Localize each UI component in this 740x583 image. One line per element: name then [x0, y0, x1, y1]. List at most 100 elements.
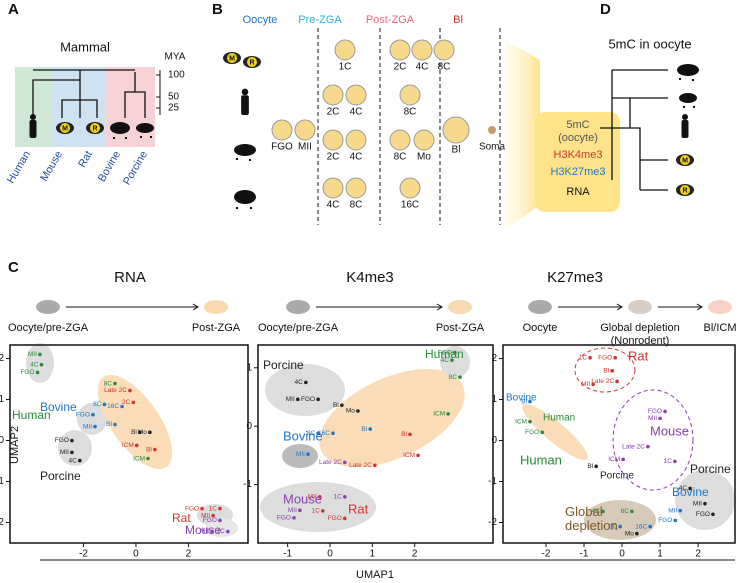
embryo — [399, 84, 421, 106]
point-label: Bl — [131, 429, 137, 436]
cell-label: 1C — [339, 62, 352, 73]
icon-animal — [234, 144, 256, 156]
species-label: Mouse — [38, 149, 65, 184]
embryo — [433, 39, 455, 61]
point-label: MII — [288, 507, 297, 514]
x-tick-label: -1 — [283, 549, 292, 560]
point-label: Bl — [603, 368, 609, 375]
point-label: 1C — [579, 354, 588, 361]
point — [540, 430, 544, 435]
stage-label: Post-ZGA — [436, 322, 485, 334]
cell-label: 16C — [401, 200, 419, 211]
icon-rodent-badge — [680, 185, 690, 195]
icon-animal — [677, 64, 699, 76]
point — [356, 409, 360, 413]
point-label: MII — [668, 507, 677, 514]
embryo — [345, 84, 367, 106]
cluster-shade — [675, 470, 735, 530]
point-label: MII — [200, 528, 209, 535]
icon-human — [241, 95, 249, 115]
stage-label: Oocyte/pre-ZGA — [8, 322, 89, 334]
point-label: FGO — [648, 408, 662, 415]
stage-oval — [36, 300, 60, 314]
point — [450, 358, 454, 362]
point — [306, 452, 310, 457]
icon-human — [30, 114, 36, 120]
cluster-shade — [522, 403, 588, 461]
stage-label: Post-ZGA — [192, 322, 241, 334]
point-label: Bl — [361, 426, 367, 433]
point — [368, 427, 373, 431]
icon-animal — [136, 123, 154, 133]
group-label: Bovine — [283, 428, 323, 443]
stage-header: Pre-ZGA — [298, 14, 342, 26]
icon-rodent-badge — [60, 123, 70, 133]
group-label: Porcine — [600, 471, 634, 482]
cluster-shade — [574, 347, 636, 393]
point-label: ICM — [433, 411, 445, 418]
cell-label: 4C — [350, 107, 363, 118]
x-tick-label: -1 — [580, 549, 589, 560]
point-label: MII — [308, 494, 317, 501]
y-tick-label: -1 — [243, 479, 252, 490]
point-label: Mo — [346, 408, 355, 415]
cell-label: 4C — [327, 200, 340, 211]
icon-human — [29, 120, 37, 138]
x-tick-label: 1 — [370, 549, 376, 560]
cluster-shade — [260, 482, 376, 532]
stage-oval — [286, 300, 310, 314]
point — [134, 443, 139, 448]
point — [343, 516, 347, 521]
point-label: 1C — [209, 505, 218, 512]
point — [296, 397, 300, 402]
point-label: Bl — [401, 431, 407, 438]
stage-label: Oocyte — [523, 322, 558, 334]
x-tick-label: 2 — [412, 549, 418, 560]
x-tick-label: 1 — [657, 549, 663, 560]
group-label: Porcine — [263, 358, 304, 372]
cluster-shade — [58, 430, 92, 466]
embryo — [411, 39, 433, 61]
point — [131, 400, 136, 405]
cluster-shade — [97, 374, 173, 470]
point — [211, 513, 215, 518]
stage-oval — [708, 300, 732, 314]
plot-frame — [502, 344, 736, 544]
x-tick-label: 0 — [133, 549, 139, 560]
group-label: Porcine — [40, 469, 81, 483]
point-label: FGO — [438, 349, 452, 356]
point — [446, 412, 450, 416]
point-label: 2C — [122, 399, 131, 406]
cluster-shade — [206, 519, 238, 537]
stage-oval — [204, 300, 228, 314]
point — [610, 369, 614, 373]
point-label: 16C — [107, 403, 119, 410]
point — [673, 459, 677, 464]
point — [218, 506, 222, 511]
stage-header: Bl — [453, 14, 463, 26]
point — [458, 375, 462, 379]
y-tick-label: 0 — [0, 435, 4, 446]
point-label: Late 2C — [622, 443, 645, 450]
embryo — [399, 177, 421, 199]
cell-label: 8C — [394, 152, 407, 163]
group-label: Rat — [172, 511, 191, 525]
rodent-letter: R — [92, 125, 97, 132]
point-label: Bl — [146, 446, 152, 453]
arrow — [658, 303, 703, 311]
point-label: 1C — [311, 508, 320, 515]
rodent-letter: R — [249, 59, 254, 66]
point — [316, 397, 320, 402]
species-label: Bovine — [96, 149, 123, 184]
point — [408, 432, 412, 437]
stage-label: Global depletion — [600, 322, 680, 334]
stage-oval — [448, 300, 472, 314]
point — [613, 355, 617, 360]
point — [138, 430, 142, 435]
embryo — [271, 119, 293, 141]
point-label: MII — [296, 451, 305, 458]
stage-oval — [528, 300, 552, 314]
x-tick-label: 0 — [619, 549, 625, 560]
group-label: Mouse — [185, 523, 221, 537]
